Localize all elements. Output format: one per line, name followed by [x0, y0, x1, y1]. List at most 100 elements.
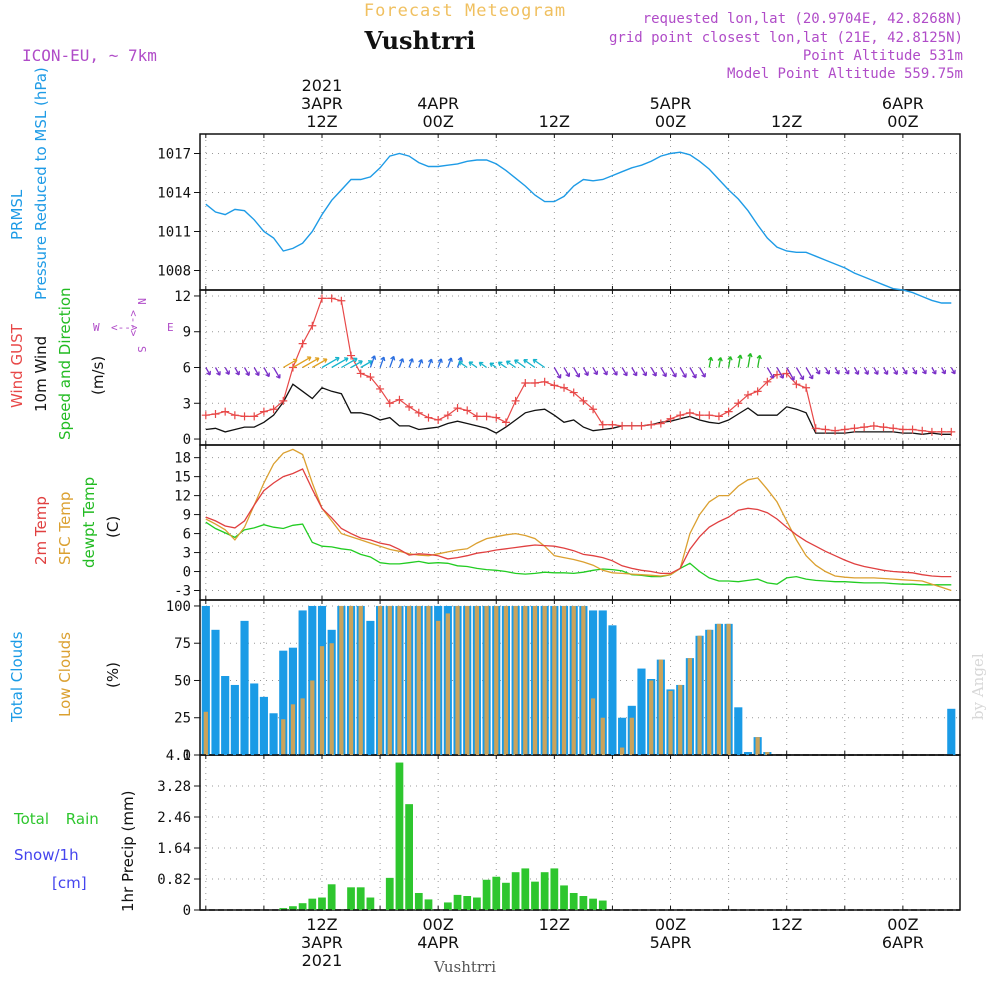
low-clouds-bar	[339, 605, 344, 755]
wind-direction-arrow	[892, 367, 898, 375]
gust-marker	[695, 411, 704, 420]
gust-marker	[521, 379, 530, 387]
y-tick-label: 0	[183, 432, 191, 448]
low-clouds-bar	[571, 605, 576, 755]
low-clouds-bar	[649, 680, 654, 755]
total-clouds-bar	[259, 696, 268, 755]
y-tick-label: -3	[174, 584, 191, 600]
low-clouds-bar	[503, 605, 509, 755]
gust-marker	[347, 351, 356, 360]
wind-direction-arrow	[321, 356, 340, 369]
gust-marker	[618, 421, 627, 430]
bottom-time-label: 4APR	[417, 933, 459, 952]
prmsl-line	[205, 151, 952, 304]
wind-direction-arrow	[234, 367, 240, 376]
wind-direction-arrow	[805, 367, 814, 380]
y-tick-label: 1.64	[157, 841, 191, 857]
y-tick-label: 6	[183, 527, 191, 543]
y-tick-label: 0.82	[157, 872, 191, 888]
low-clouds-bar	[358, 605, 363, 755]
low-clouds-bar	[484, 605, 489, 755]
gust-marker	[656, 419, 665, 428]
rain-bar	[463, 896, 472, 910]
low-clouds-bar	[445, 613, 450, 755]
low-clouds-bar	[755, 737, 760, 755]
gust-marker	[221, 407, 230, 416]
wind-direction-arrow	[717, 357, 723, 368]
rain-bar	[482, 879, 491, 910]
y-tick-label: 0	[183, 565, 191, 581]
low-clouds-bar	[542, 605, 547, 755]
prmsl-ylabel: Pressure Reduced to MSL (hPa)	[32, 67, 50, 300]
temp-ylabel: (C)	[104, 516, 122, 538]
low-clouds-bar	[581, 605, 586, 755]
y-tick-label: 1008	[157, 264, 191, 280]
clouds-ylabel: (%)	[104, 662, 122, 688]
wind-direction-arrow	[621, 367, 628, 377]
rain-bar	[531, 881, 539, 910]
wind-direction-arrow	[902, 367, 908, 375]
low-clouds-bar	[426, 605, 431, 755]
gust-marker	[831, 426, 840, 435]
top-time-label: 5APR	[650, 94, 692, 113]
y-tick-label: 50	[174, 673, 191, 689]
wind-direction-arrow	[873, 367, 879, 375]
temp2m-label: 2m Temp	[32, 496, 50, 565]
rain-bar	[385, 877, 394, 910]
model-label: ICON-EU, ~ 7km	[22, 46, 157, 65]
y-tick-label: 100	[166, 599, 191, 615]
wind-direction-label: Speed and Direction	[56, 287, 74, 440]
low-clouds-bar	[697, 635, 702, 755]
y-tick-label: 0	[183, 748, 191, 764]
gust-marker	[792, 380, 801, 389]
snow-unit-label: [cm]	[52, 874, 87, 892]
wind-direction-arrow	[341, 357, 358, 369]
location-title: Vushtrri	[364, 26, 476, 55]
wind-direction-arrow	[912, 367, 918, 375]
compass-north: N	[135, 298, 148, 305]
wind-direction-arrow	[379, 356, 386, 368]
rain-bar	[347, 887, 355, 910]
gust-marker	[860, 423, 869, 432]
rain-bar	[318, 897, 326, 910]
wind-direction-arrow	[631, 367, 638, 377]
total-clouds-bar	[250, 683, 259, 755]
wind-direction-arrow	[553, 367, 562, 379]
wind-direction-arrow	[273, 367, 281, 379]
low-clouds-bar	[348, 605, 354, 755]
wind-direction-arrow	[699, 367, 706, 378]
rain-bar	[414, 892, 423, 910]
rain-bar	[279, 908, 288, 910]
low-clouds-bar	[658, 659, 663, 755]
gust-marker	[560, 383, 569, 392]
wind-direction-arrow	[689, 367, 697, 379]
gust-marker	[240, 412, 249, 421]
gust-marker	[773, 370, 782, 379]
gust-marker	[472, 412, 481, 421]
y-tick-label: 1017	[157, 147, 191, 163]
wind-direction-arrow	[350, 360, 363, 369]
gust-marker	[782, 369, 791, 378]
low-clouds-bar	[765, 752, 770, 755]
low-clouds-bar	[707, 629, 712, 755]
top-time-label: 6APR	[882, 94, 924, 113]
gust-marker	[802, 383, 811, 392]
credit-watermark: by Angel	[969, 653, 987, 720]
footer-location: Vushtrri	[433, 958, 496, 976]
gust-marker	[298, 339, 307, 348]
gust-marker	[230, 411, 239, 420]
rain-bar	[298, 903, 307, 910]
wind-direction-arrow	[611, 367, 618, 376]
gust-marker	[211, 410, 220, 418]
rain-bar	[289, 906, 297, 910]
wind-direction-arrow	[660, 367, 667, 378]
gust-marker	[482, 412, 491, 421]
wind-direction-arrow	[650, 367, 657, 377]
gust-marker	[821, 425, 830, 434]
wind-direction-arrow	[727, 356, 733, 368]
compass-east: E	[167, 321, 174, 334]
low-clouds-bar	[281, 719, 286, 755]
gust-marker	[889, 424, 898, 433]
compass-horizontal-arrow: <-->	[111, 321, 138, 334]
compass-west: W	[93, 321, 100, 334]
